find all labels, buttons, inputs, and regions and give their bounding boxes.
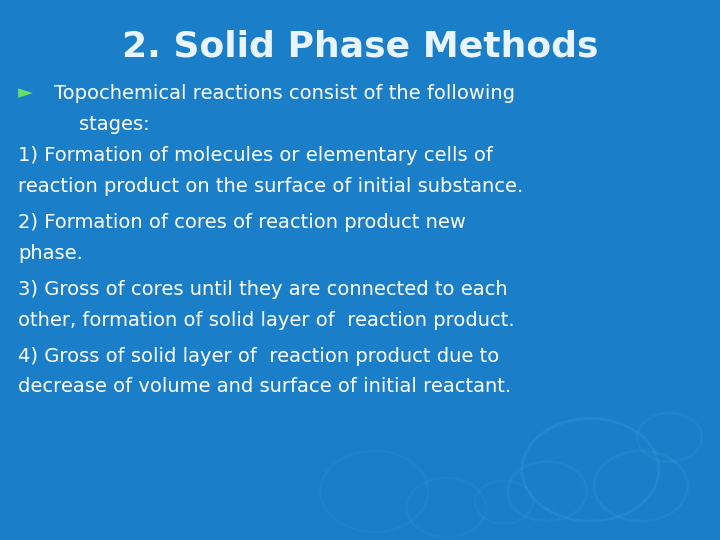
Text: other, formation of solid layer of  reaction product.: other, formation of solid layer of react…	[18, 310, 515, 329]
Text: stages:: stages:	[54, 115, 150, 134]
Text: 2. Solid Phase Methods: 2. Solid Phase Methods	[122, 30, 598, 64]
Text: 4) Gross of solid layer of  reaction product due to: 4) Gross of solid layer of reaction prod…	[18, 347, 499, 366]
Text: decrease of volume and surface of initial reactant.: decrease of volume and surface of initia…	[18, 377, 511, 396]
Text: reaction product on the surface of initial substance.: reaction product on the surface of initi…	[18, 177, 523, 195]
Text: ►: ►	[18, 84, 33, 103]
Text: 1) Formation of molecules or elementary cells of: 1) Formation of molecules or elementary …	[18, 146, 493, 165]
Text: phase.: phase.	[18, 244, 83, 262]
Text: 2) Formation of cores of reaction product new: 2) Formation of cores of reaction produc…	[18, 213, 466, 232]
Text: Topochemical reactions consist of the following: Topochemical reactions consist of the fo…	[54, 84, 515, 103]
Text: 3) Gross of cores until they are connected to each: 3) Gross of cores until they are connect…	[18, 280, 508, 299]
